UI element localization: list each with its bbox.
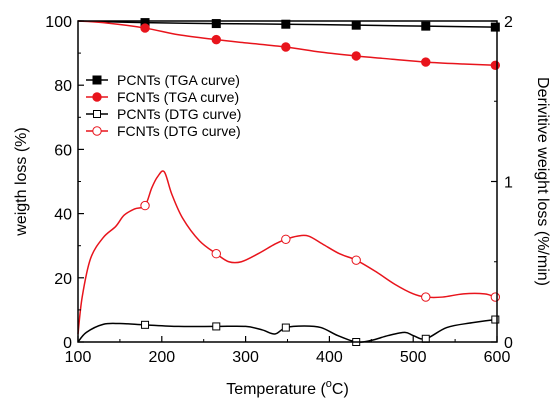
- series-point-4: [281, 234, 291, 244]
- series-point-1: [351, 20, 361, 30]
- x-axis-title: Temperature (oC): [226, 378, 349, 398]
- x-tick-label: 400: [316, 349, 343, 366]
- series-point-3: [281, 323, 290, 332]
- series-point-3: [141, 320, 150, 329]
- left-y-tick-label: 100: [45, 14, 72, 31]
- x-axis-title-main: Temperature (: [226, 381, 326, 398]
- series-point-3: [212, 322, 221, 331]
- legend-label: FCNTs (DTG curve): [117, 123, 241, 139]
- legend-marker: [93, 110, 101, 118]
- left-y-axis-title: weigth loss (%): [13, 127, 30, 236]
- x-tick-label: 500: [400, 349, 427, 366]
- x-tick-label: 100: [65, 349, 92, 366]
- series-point-1: [281, 19, 291, 29]
- series-point-4: [421, 292, 431, 302]
- plot-frame: [77, 20, 498, 343]
- right-y-tick-label: 0: [504, 335, 513, 352]
- left-y-tick-label: 0: [63, 335, 72, 352]
- series-point-4: [351, 255, 361, 265]
- series-point-3: [491, 315, 500, 324]
- series-point-1: [421, 21, 431, 31]
- series-point-2: [421, 57, 431, 67]
- x-axis-title-degree: o: [326, 378, 332, 390]
- axis-ticks: [77, 20, 498, 343]
- series-point-4: [211, 249, 221, 259]
- series-point-2: [140, 23, 150, 33]
- legend-marker: [92, 126, 102, 136]
- x-tick-label: 600: [484, 349, 511, 366]
- series-line-4: [77, 170, 496, 335]
- legend-marker: [92, 75, 102, 85]
- series-lines: [77, 20, 496, 343]
- left-y-tick-label: 20: [54, 271, 72, 288]
- x-axis-title-unit: C): [332, 381, 349, 398]
- series-point-2: [281, 42, 291, 52]
- series-point-2: [211, 34, 221, 45]
- right-y-axis-title: Derivitive weight loss (%/min): [534, 77, 550, 286]
- left-y-tick-label: 60: [54, 142, 72, 159]
- series-markers: [140, 18, 501, 346]
- left-y-tick-label: 80: [54, 78, 72, 95]
- series-point-3: [421, 334, 430, 343]
- right-y-tick-label: 2: [504, 14, 513, 31]
- right-y-tick-label: 1: [504, 175, 513, 192]
- legend: PCNTs (TGA curve)FCNTs (TGA curve)PCNTs …: [86, 72, 241, 139]
- legend-label: FCNTs (TGA curve): [117, 89, 239, 105]
- series-line-3: [77, 318, 496, 343]
- series-point-1: [211, 19, 221, 29]
- series-point-4: [490, 292, 501, 302]
- legend-marker: [92, 92, 102, 102]
- series-point-2: [490, 60, 501, 70]
- series-point-4: [140, 200, 150, 211]
- series-point-1: [490, 22, 500, 32]
- series-point-2: [351, 51, 361, 61]
- x-tick-label: 200: [148, 349, 175, 366]
- legend-label: PCNTs (TGA curve): [117, 72, 240, 88]
- left-y-tick-label: 40: [54, 207, 72, 224]
- x-tick-label: 300: [232, 349, 259, 366]
- legend-label: PCNTs (DTG curve): [117, 106, 241, 122]
